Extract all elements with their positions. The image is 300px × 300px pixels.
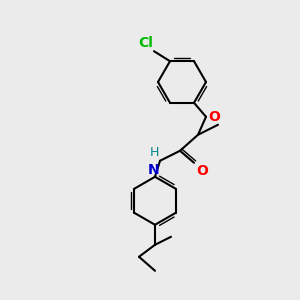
Text: Cl: Cl	[138, 36, 153, 50]
Text: N: N	[147, 163, 159, 177]
Text: H: H	[150, 146, 159, 159]
Text: O: O	[208, 110, 220, 124]
Text: O: O	[196, 164, 208, 178]
